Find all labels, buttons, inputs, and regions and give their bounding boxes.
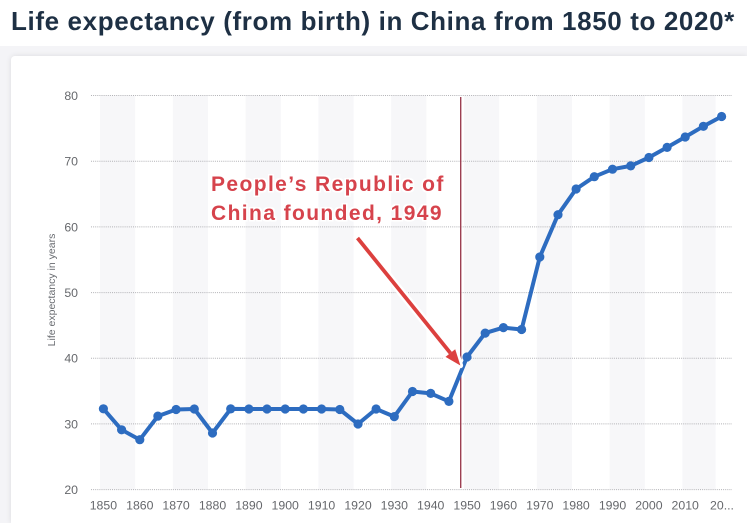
svg-text:1970: 1970	[526, 498, 554, 512]
svg-text:30: 30	[64, 417, 78, 431]
svg-text:1950: 1950	[453, 498, 481, 512]
svg-text:1930: 1930	[381, 498, 409, 512]
svg-text:60: 60	[64, 220, 78, 234]
svg-text:20...: 20...	[710, 498, 734, 512]
svg-text:1860: 1860	[126, 498, 154, 512]
svg-text:1890: 1890	[235, 498, 263, 512]
svg-text:40: 40	[64, 352, 78, 366]
svg-text:Life expectancy in years: Life expectancy in years	[46, 234, 58, 347]
svg-text:50: 50	[64, 286, 78, 300]
svg-text:1900: 1900	[272, 498, 300, 512]
svg-text:80: 80	[64, 89, 78, 103]
svg-text:2000: 2000	[635, 498, 663, 512]
svg-text:1910: 1910	[308, 498, 336, 512]
svg-text:70: 70	[64, 155, 78, 169]
svg-text:1870: 1870	[162, 498, 190, 512]
svg-text:1920: 1920	[344, 498, 372, 512]
svg-text:20: 20	[64, 483, 78, 497]
svg-text:1960: 1960	[490, 498, 518, 512]
svg-text:1980: 1980	[562, 498, 590, 512]
svg-text:2010: 2010	[672, 498, 700, 512]
svg-text:1880: 1880	[199, 498, 227, 512]
svg-text:1850: 1850	[90, 498, 118, 512]
svg-text:1990: 1990	[599, 498, 627, 512]
svg-text:1940: 1940	[417, 498, 445, 512]
